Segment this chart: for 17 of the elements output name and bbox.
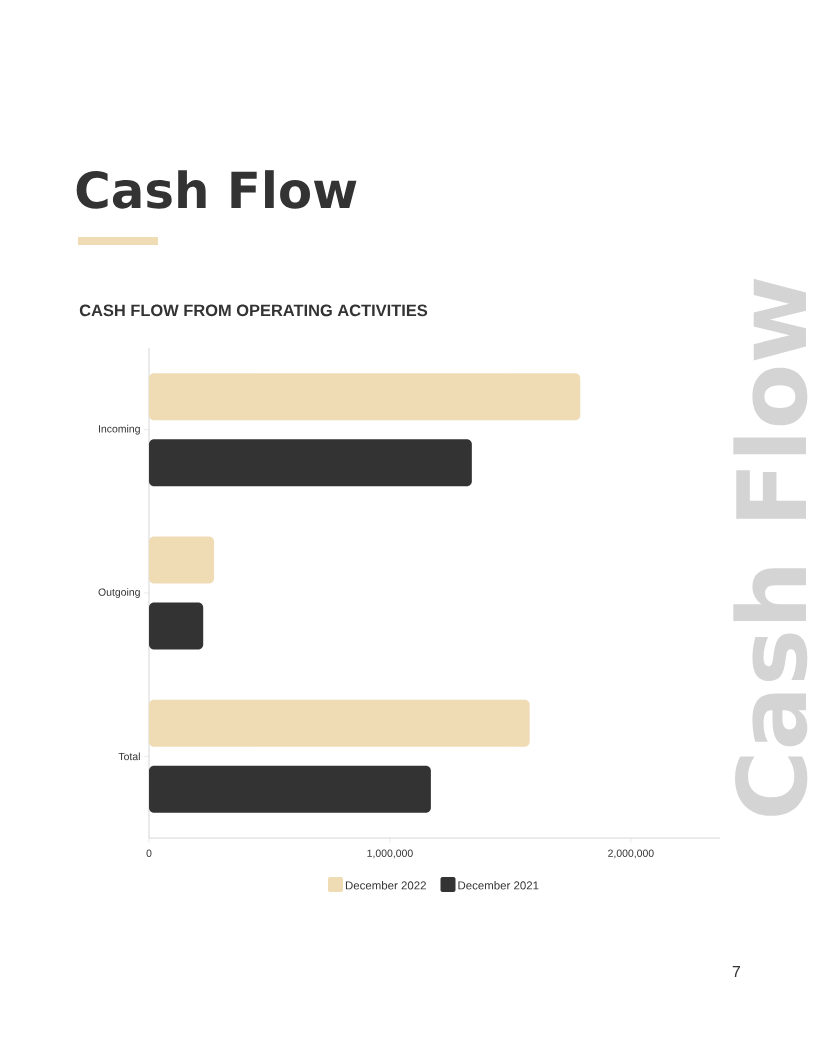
legend-label: December 2021	[458, 881, 539, 890]
x-tick-label: 2,000,000	[608, 849, 654, 859]
chart-title: Cash Flow	[76, 170, 357, 209]
y-tick-label: Incoming	[99, 424, 140, 435]
x-tick-label: 1,000,000	[367, 849, 413, 859]
bar	[149, 699, 530, 747]
y-tick-label: Outgoing	[98, 588, 140, 598]
legend-label: December 2022	[345, 881, 426, 890]
bar	[149, 439, 472, 487]
bar	[149, 602, 204, 650]
chart-subtitle: CASH FLOW FROM OPERATING ACTIVITIES	[79, 304, 428, 317]
bar	[149, 536, 215, 584]
bar	[149, 765, 431, 813]
x-tick-label: 0	[146, 849, 152, 857]
bar	[149, 373, 581, 421]
y-tick-label: Total	[118, 752, 140, 761]
text: 7	[732, 966, 740, 977]
